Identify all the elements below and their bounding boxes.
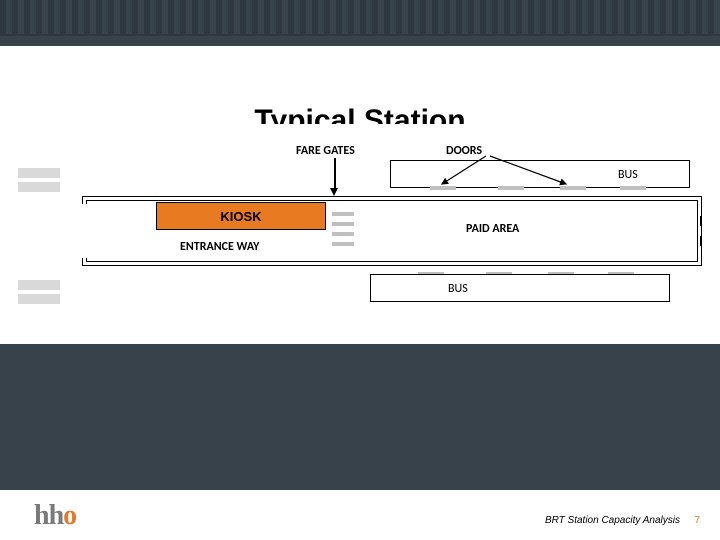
logo-orange: o	[63, 500, 76, 531]
footer: hho BRT Station Capacity Analysis 7	[0, 490, 720, 540]
footer-caption: BRT Station Capacity Analysis	[545, 515, 680, 526]
platform-end-nib	[700, 216, 702, 226]
doors-arrows	[0, 124, 720, 344]
platform-end-nib	[700, 236, 702, 246]
title-band: Typical Station	[0, 46, 720, 102]
logo: hho	[34, 500, 76, 532]
slide: Typical Station BUS KIOSK ENTRANCE WAY	[0, 0, 720, 540]
station-diagram: BUS KIOSK ENTRANCE WAY PAID AREA	[0, 124, 720, 344]
top-stripe	[0, 0, 720, 36]
page-number: 7	[694, 515, 700, 526]
logo-grey: hh	[34, 500, 63, 531]
diagram-area: BUS KIOSK ENTRANCE WAY PAID AREA	[0, 124, 720, 344]
